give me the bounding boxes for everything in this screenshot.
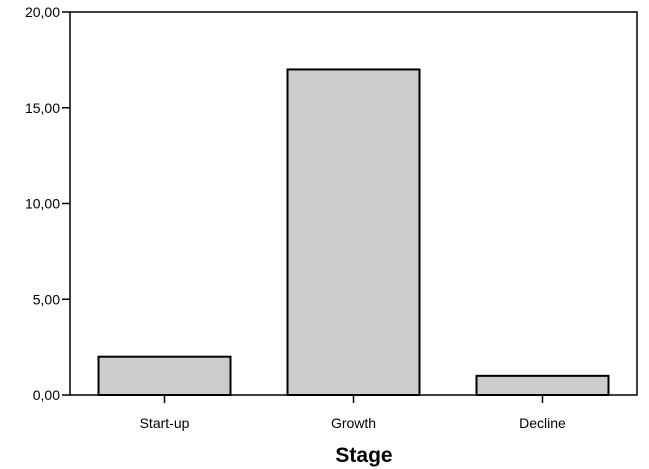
bar-growth xyxy=(286,68,421,396)
y-tick-label: 20,00 xyxy=(25,4,60,20)
y-tick-label: 15,00 xyxy=(25,100,60,116)
bar-start-up xyxy=(97,355,232,397)
x-tick-label: Growth xyxy=(331,415,376,431)
bar-decline xyxy=(475,374,610,397)
bars-layer xyxy=(97,68,610,397)
x-axis-title: Stage xyxy=(335,444,392,467)
y-tick-label: 10,00 xyxy=(25,196,60,212)
y-tick-label: 5,00 xyxy=(33,291,60,307)
y-axis: 0,00 5,00 10,00 15,00 20,00 xyxy=(25,4,70,403)
x-tick-label: Decline xyxy=(519,415,566,431)
x-tick-label: Start-up xyxy=(140,415,190,431)
x-axis: Start-up Growth Decline xyxy=(140,395,566,431)
y-tick-label: 0,00 xyxy=(33,387,60,403)
